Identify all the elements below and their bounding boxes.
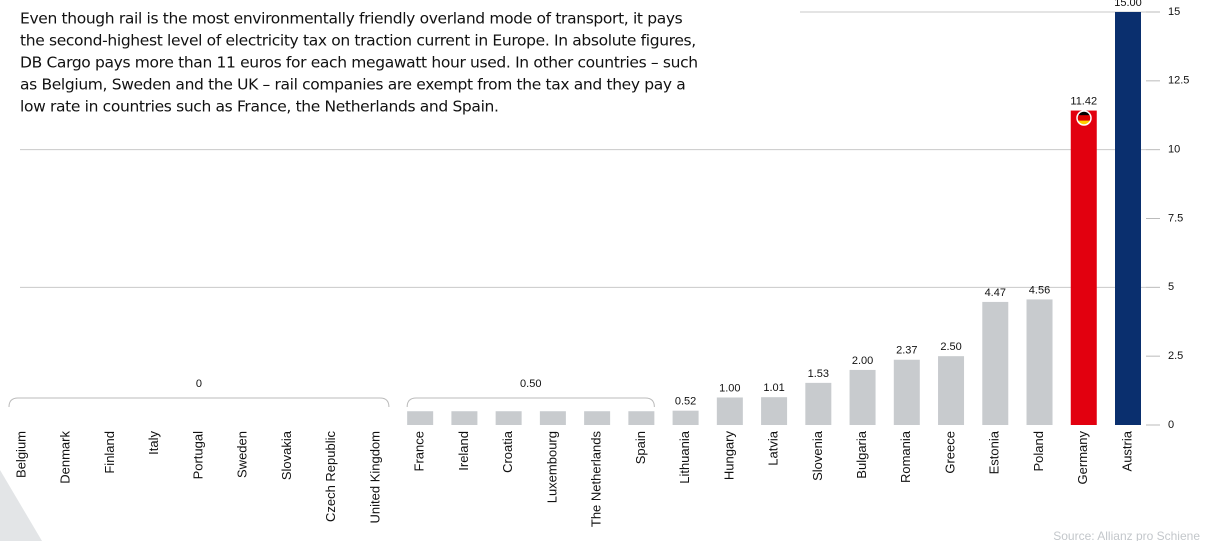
value-label: 2.50 [940,341,961,353]
y-tick-label: 15 [1168,6,1180,18]
x-tick-label: Austria [1119,430,1134,471]
x-tick-label: Germany [1075,431,1090,485]
description-line: the second-highest level of electricity … [20,32,696,50]
y-tick-label: 7.5 [1168,212,1183,224]
description-line: as Belgium, Sweden and the UK – rail com… [20,76,685,94]
value-label: 4.56 [1029,284,1050,296]
description-line: DB Cargo pays more than 11 euros for eac… [20,54,698,72]
bar [1115,12,1141,425]
y-tick-label: 0 [1168,419,1174,431]
bar [407,411,434,425]
description-line: Even though rail is the most environment… [20,10,683,28]
description: Even though rail is the most environment… [20,10,698,116]
bar [982,301,1009,425]
x-tick-label: France [412,431,427,471]
x-tick-label: Ireland [456,431,471,471]
group-bracket [406,397,655,408]
x-tick-label: Luxembourg [544,431,559,503]
bar [628,411,655,425]
x-tick-label: Finland [102,431,117,474]
group-bracket [8,397,390,408]
y-tick-label: 12.5 [1168,75,1189,87]
x-tick-label: Sweden [235,431,250,478]
group-label: 0 [196,378,202,390]
x-tick-label: Estonia [987,430,1002,474]
x-tick-label: Romania [898,430,913,483]
bar [893,359,920,425]
bar [672,410,699,425]
description-line: low rate in countries such as France, th… [20,98,499,116]
x-tick-label: Czech Republic [323,431,338,523]
x-tick-label: Spain [633,431,648,464]
bar [716,397,743,425]
value-label: 1.53 [808,368,829,380]
y-tick-label: 5 [1168,281,1174,293]
value-label: 2.00 [852,355,873,367]
bar [761,397,788,425]
x-tick-label: Lithuania [677,430,692,484]
value-label: 0.52 [675,396,696,408]
bar [849,369,876,425]
x-tick-label: Denmark [58,431,73,484]
corner-decoration [0,470,42,541]
bar [495,411,522,425]
x-tick-label: Italy [146,431,161,455]
x-tick-label: Slovenia [810,430,825,481]
value-label: 1.00 [719,382,740,394]
bar [1026,299,1053,425]
x-tick-label: Slovakia [279,430,294,480]
y-tick-label: 2.5 [1168,350,1183,362]
x-tick-label: Bulgaria [854,430,869,478]
group-label: 0.50 [520,378,541,390]
x-tick-label: Croatia [500,430,515,473]
x-tick-label: The Netherlands [589,431,604,528]
bar [539,411,566,425]
value-label: 11.42 [1070,95,1097,107]
value-label: 2.37 [896,345,917,357]
bar [805,382,832,425]
value-label: 4.47 [985,287,1006,299]
y-tick-label: 10 [1168,144,1180,156]
bar [584,411,611,425]
x-tick-label: Poland [1031,431,1046,471]
x-tick-label: Portugal [190,431,205,480]
bar [938,356,965,425]
x-tick-label: Hungary [721,431,736,481]
x-tick-label: Greece [942,431,957,474]
source: Source: Allianz pro Schiene [1053,529,1200,541]
x-tick-label: United Kingdom [367,431,382,524]
value-label: 1.01 [763,382,784,394]
bar [451,411,478,425]
germany-flag-icon [1076,110,1092,126]
bar [1070,110,1097,425]
value-label: 15.00 [1114,0,1142,9]
x-tick-label: Belgium [13,431,28,478]
x-tick-label: Latvia [766,430,781,465]
